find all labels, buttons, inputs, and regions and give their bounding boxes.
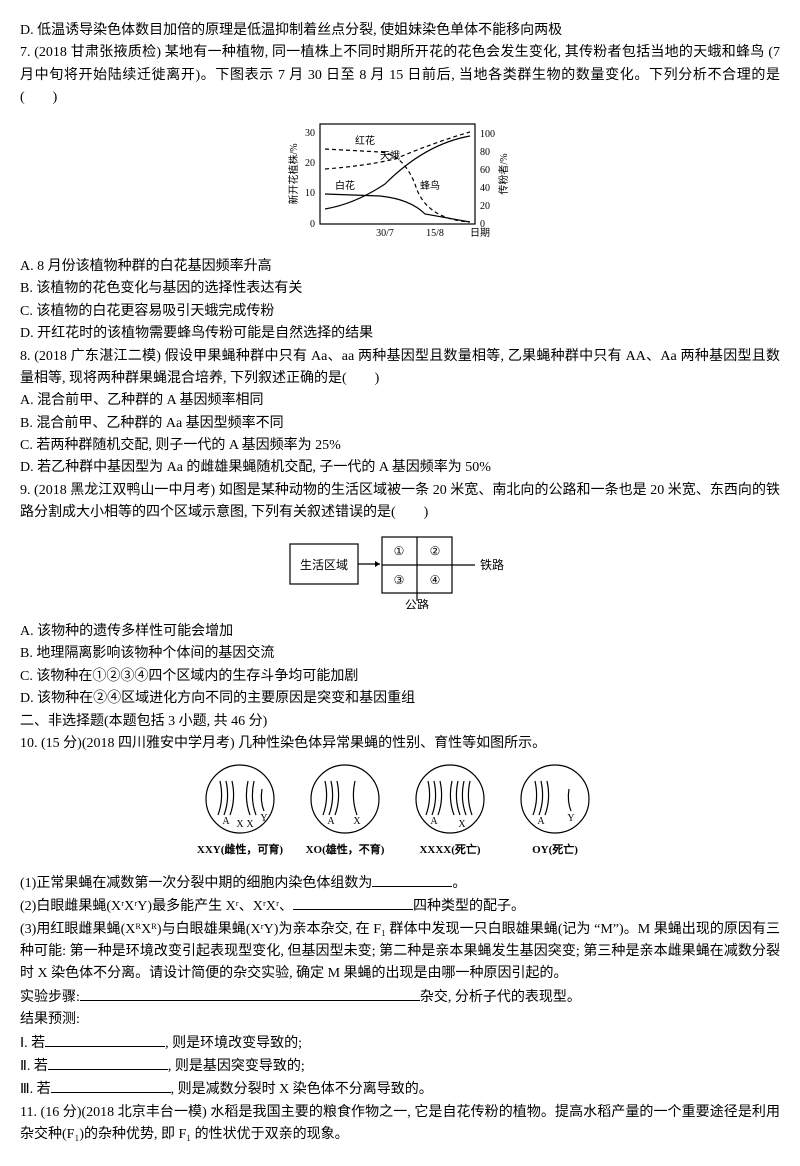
svg-text:0: 0 <box>310 219 315 230</box>
q10-p2-tail: 四种类型的配子。 <box>413 899 525 914</box>
svg-text:100: 100 <box>480 129 495 140</box>
q10-p3: (3)用红眼雌果蝇(XᴿXᴿ)与白眼雄果蝇(XʳY)为亲本杂交, 在 F₁ 群体… <box>20 919 780 986</box>
svg-text:公路: 公路 <box>405 597 429 609</box>
q8-c: C. 若两种群随机交配, 则子一代的 A 基因频率为 25% <box>20 435 780 457</box>
svg-text:X: X <box>353 816 361 827</box>
svg-text:A: A <box>537 816 545 827</box>
q6-option-d: D. 低温诱导染色体数目加倍的原理是低温抑制着丝点分裂, 使姐妹染色单体不能移向… <box>20 20 780 42</box>
q10-p1: (1)正常果蝇在减数第一次分裂中期的细胞内染色体组数为 。 <box>20 872 780 895</box>
svg-text:40: 40 <box>480 183 490 194</box>
q10-p1-tail: 。 <box>452 876 466 891</box>
svg-text:30/7: 30/7 <box>376 228 394 239</box>
q10-step: 实验步骤: 杂交, 分析子代的表现型。 <box>20 986 780 1009</box>
blank <box>45 1032 165 1047</box>
svg-text:XXY(雌性，可育): XXY(雌性，可育) <box>197 842 283 856</box>
svg-text:80: 80 <box>480 147 490 158</box>
q9-diagram: 生活区域 ① ② ③ ④ 铁路 公路 <box>20 529 780 617</box>
q10-step-tail: 杂交, 分析子代的表现型。 <box>420 990 581 1005</box>
q8-d: D. 若乙种群中基因型为 Aa 的雌雄果蝇随机交配, 子一代的 A 基因频率为 … <box>20 457 780 479</box>
q8-b: B. 混合前甲、乙种群的 Aa 基因型频率不同 <box>20 413 780 435</box>
svg-text:A: A <box>327 816 335 827</box>
q10-p2-text: (2)白眼雌果蝇(XʳXʳY)最多能产生 Xʳ、XʳXʳ、 <box>20 899 293 914</box>
svg-text:Y: Y <box>567 813 574 824</box>
svg-text:X: X <box>236 819 244 830</box>
q7-b: B. 该植物的花色变化与基因的选择性表达有关 <box>20 278 780 300</box>
q8-stem: 8. (2018 广东湛江二模) 假设甲果蝇种群中只有 Aa、aa 两种基因型且… <box>20 346 780 391</box>
svg-text:生活区域: 生活区域 <box>300 558 348 572</box>
q7-a: A. 8 月份该植物种群的白花基因频率升高 <box>20 256 780 278</box>
svg-text:20: 20 <box>480 201 490 212</box>
svg-text:天蛾: 天蛾 <box>380 149 400 162</box>
q11-stem: 11. (16 分)(2018 北京丰台一模) 水稻是我国主要的粮食作物之一, … <box>20 1102 780 1147</box>
blank <box>80 986 420 1001</box>
q7-chart: 0 10 20 30 0 20 40 60 80 100 30/7 15/8 日… <box>20 114 780 252</box>
svg-text:白花: 白花 <box>335 179 355 192</box>
q7-stem: 7. (2018 甘肃张掖质检) 某地有一种植物, 同一植株上不同时期所开花的花… <box>20 42 780 109</box>
q10-r1-b: , 则是环境改变导致的; <box>165 1036 302 1051</box>
q10-r1: Ⅰ. 若 , 则是环境改变导致的; <box>20 1032 780 1055</box>
svg-text:④: ④ <box>430 573 441 587</box>
svg-text:A: A <box>430 816 438 827</box>
svg-text:XO(雄性，不育): XO(雄性，不育) <box>306 842 385 856</box>
svg-text:X: X <box>246 819 254 830</box>
section-2-heading: 二、非选择题(本题包括 3 小题, 共 46 分) <box>20 711 780 733</box>
q7-d: D. 开红花时的该植物需要蜂鸟传粉可能是自然选择的结果 <box>20 323 780 345</box>
q8-a: A. 混合前甲、乙种群的 A 基因频率相同 <box>20 390 780 412</box>
q10-cells: A X X Y A X A X <box>20 759 780 867</box>
svg-text:铁路: 铁路 <box>480 557 504 572</box>
svg-text:OY(死亡): OY(死亡) <box>532 842 578 856</box>
q9-c: C. 该物种在①②③④四个区域内的生存斗争均可能加剧 <box>20 666 780 688</box>
q10-r3: Ⅲ. 若 , 则是减数分裂时 X 染色体不分离导致的。 <box>20 1078 780 1101</box>
svg-text:20: 20 <box>305 158 315 169</box>
svg-text:X: X <box>458 819 466 830</box>
svg-text:传粉者/%: 传粉者/% <box>497 153 510 194</box>
q10-result-head: 结果预测: <box>20 1009 780 1031</box>
svg-text:15/8: 15/8 <box>426 228 444 239</box>
svg-text:②: ② <box>430 544 441 558</box>
svg-text:60: 60 <box>480 165 490 176</box>
q10-step-label: 实验步骤: <box>20 990 80 1005</box>
svg-text:蜂鸟: 蜂鸟 <box>420 179 440 192</box>
svg-text:日期: 日期 <box>470 227 490 239</box>
q9-d: D. 该物种在②④区域进化方向不同的主要原因是突变和基因重组 <box>20 688 780 710</box>
blank <box>51 1078 171 1093</box>
blank <box>293 895 413 910</box>
blank <box>48 1055 168 1070</box>
q10-r2: Ⅱ. 若 , 则是基因突变导致的; <box>20 1055 780 1078</box>
q10-stem: 10. (15 分)(2018 四川雅安中学月考) 几种性染色体异常果蝇的性别、… <box>20 733 780 755</box>
q10-r3-a: Ⅲ. 若 <box>20 1082 51 1097</box>
svg-text:①: ① <box>394 544 405 558</box>
svg-text:A: A <box>222 816 230 827</box>
q10-r2-a: Ⅱ. 若 <box>20 1059 48 1074</box>
q10-p1-text: (1)正常果蝇在减数第一次分裂中期的细胞内染色体组数为 <box>20 876 372 891</box>
q9-a: A. 该物种的遗传多样性可能会增加 <box>20 621 780 643</box>
blank <box>372 872 452 887</box>
q9-b: B. 地理隔离影响该物种个体间的基因交流 <box>20 643 780 665</box>
svg-text:Y: Y <box>260 813 267 824</box>
svg-text:红花: 红花 <box>355 134 375 147</box>
q10-r1-a: Ⅰ. 若 <box>20 1036 45 1051</box>
q10-r2-b: , 则是基因突变导致的; <box>168 1059 305 1074</box>
svg-text:10: 10 <box>305 188 315 199</box>
svg-text:新开花植株/%: 新开花植株/% <box>287 143 300 204</box>
svg-text:③: ③ <box>394 573 405 587</box>
q10-p2: (2)白眼雌果蝇(XʳXʳY)最多能产生 Xʳ、XʳXʳ、 四种类型的配子。 <box>20 895 780 918</box>
svg-text:30: 30 <box>305 128 315 139</box>
svg-text:XXXX(死亡): XXXX(死亡) <box>419 842 480 856</box>
q7-c: C. 该植物的白花更容易吸引天蛾完成传粉 <box>20 301 780 323</box>
q9-stem: 9. (2018 黑龙江双鸭山一中月考) 如图是某种动物的生活区域被一条 20 … <box>20 480 780 525</box>
q10-r3-b: , 则是减数分裂时 X 染色体不分离导致的。 <box>171 1082 433 1097</box>
